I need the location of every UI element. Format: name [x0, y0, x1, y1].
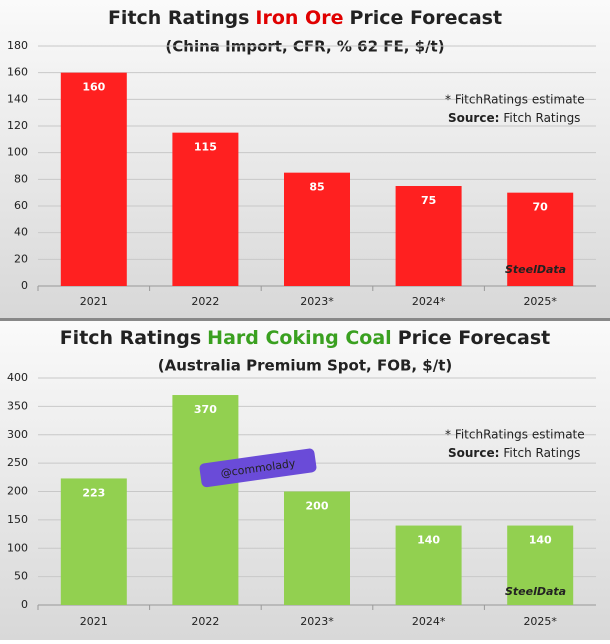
y-tick-label: 400 — [7, 371, 28, 384]
value-label: 70 — [533, 201, 549, 214]
badge-bg — [199, 448, 317, 488]
y-tick-label: 0 — [21, 279, 28, 292]
bar — [284, 172, 350, 286]
x-tick-label: 2023* — [300, 615, 334, 628]
y-tick-label: 100 — [7, 541, 28, 554]
chart-subtitle: (Australia Premium Spot, FOB, $/t) — [158, 357, 453, 375]
x-tick-label: 2023* — [300, 295, 334, 308]
y-tick-label: 180 — [7, 39, 28, 52]
bar — [395, 525, 462, 605]
source-name: Fitch Ratings — [503, 111, 580, 125]
y-tick-label: 120 — [7, 119, 28, 132]
watermark: SteelData — [505, 585, 566, 598]
y-tick-label: 20 — [14, 252, 28, 265]
value-label: 200 — [306, 500, 329, 513]
title-part: Price Forecast — [349, 7, 502, 29]
source-label: Source: — [448, 111, 499, 125]
bar — [507, 525, 574, 605]
chart-title: Fitch Ratings Iron Ore Price Forecast — [108, 7, 502, 29]
x-tick-label: 2025* — [523, 615, 557, 628]
note: * FitchRatings estimate — [445, 93, 585, 107]
bar — [60, 72, 127, 287]
value-label: 223 — [82, 486, 105, 499]
source: Source: Fitch Ratings — [448, 446, 580, 460]
y-tick-label: 200 — [7, 485, 28, 498]
y-tick-label: 300 — [7, 428, 28, 441]
x-tick-label: 2024* — [412, 295, 446, 308]
bar — [507, 192, 574, 286]
x-tick-label: 2022 — [191, 615, 219, 628]
badge: @commolady — [199, 448, 317, 488]
value-label: 75 — [421, 194, 436, 207]
y-tick-label: 0 — [21, 598, 28, 611]
bar — [172, 395, 239, 605]
title-part: Fitch Ratings — [60, 327, 201, 349]
y-tick-label: 150 — [7, 513, 28, 526]
y-tick-label: 40 — [14, 226, 28, 239]
value-label: 140 — [529, 534, 552, 547]
title-part: Iron Ore — [255, 7, 343, 29]
chart-title: Fitch Ratings Hard Coking Coal Price Forec… — [60, 327, 551, 349]
x-tick-label: 2025* — [523, 295, 557, 308]
title-part: Hard Coking Coal — [207, 327, 392, 349]
value-label: 370 — [194, 403, 217, 416]
bar — [60, 478, 127, 605]
watermark: SteelData — [505, 263, 566, 276]
bar — [284, 491, 350, 605]
x-tick-label: 2021 — [80, 295, 108, 308]
y-tick-label: 60 — [14, 199, 28, 212]
y-tick-label: 140 — [7, 92, 28, 105]
value-label: 115 — [194, 141, 217, 154]
y-tick-label: 160 — [7, 66, 28, 79]
x-tick-label: 2024* — [412, 615, 446, 628]
note: * FitchRatings estimate — [445, 428, 585, 442]
y-tick-label: 350 — [7, 399, 28, 412]
y-tick-label: 80 — [14, 172, 28, 185]
title-part: Price Forecast — [398, 327, 551, 349]
y-tick-label: 100 — [7, 146, 28, 159]
value-label: 140 — [417, 534, 440, 547]
x-tick-label: 2022 — [191, 295, 219, 308]
bar — [172, 132, 239, 286]
source: Source: Fitch Ratings — [448, 111, 580, 125]
y-tick-label: 50 — [14, 570, 28, 583]
source-label: Source: — [448, 446, 499, 460]
title-part: Fitch Ratings — [108, 7, 249, 29]
value-label: 85 — [309, 181, 324, 194]
y-tick-label: 250 — [7, 456, 28, 469]
x-tick-label: 2021 — [80, 615, 108, 628]
bar — [395, 186, 462, 286]
value-label: 160 — [82, 81, 105, 94]
source-name: Fitch Ratings — [503, 446, 580, 460]
